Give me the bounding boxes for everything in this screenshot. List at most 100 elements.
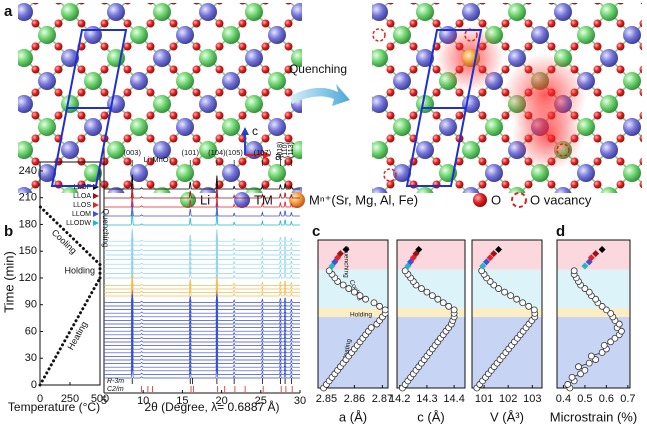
oxygen <box>432 19 441 28</box>
atom <box>372 95 388 113</box>
oxygen <box>502 204 510 212</box>
bond <box>391 208 403 220</box>
data-point <box>345 285 353 292</box>
oxygen <box>548 227 556 235</box>
oxygen <box>409 88 418 97</box>
bond <box>139 208 151 220</box>
atom <box>268 164 286 182</box>
data-point <box>611 334 619 342</box>
bond <box>437 219 449 231</box>
oxygen <box>54 42 63 51</box>
sample-marker <box>93 211 99 217</box>
y-tick-label: 180 <box>19 218 37 230</box>
x-axis-label: V (Å³) <box>490 409 524 424</box>
data-point <box>587 352 595 360</box>
data-point <box>367 324 375 332</box>
x-tick-label: 102 <box>499 393 517 405</box>
legend-label: TM <box>254 192 273 207</box>
peak-label: (113) <box>288 142 295 158</box>
oxygen <box>284 157 293 166</box>
oxygen <box>284 111 293 120</box>
oxygen <box>593 111 602 120</box>
oxygen <box>238 180 247 189</box>
sample-marker <box>93 220 99 226</box>
oxygen <box>192 88 201 97</box>
oxygen <box>364 135 372 143</box>
oxygen <box>101 3 108 5</box>
atom <box>623 118 641 136</box>
x-tick-label: 250 <box>61 393 79 405</box>
bond <box>575 208 587 220</box>
xrd-pattern <box>104 303 300 318</box>
atom <box>38 164 56 182</box>
data-point <box>423 288 431 296</box>
oxygen <box>147 3 154 5</box>
oxygen <box>77 65 86 74</box>
atom <box>577 26 595 44</box>
data-point <box>339 281 347 289</box>
oxygen <box>616 111 625 120</box>
oxygen <box>31 19 40 28</box>
legend-icon <box>180 192 196 208</box>
oxygen <box>594 204 602 212</box>
x-tick-label: 14.4 <box>443 393 464 405</box>
oxygen <box>456 3 463 5</box>
bond <box>36 208 48 220</box>
axis-c-label: c <box>252 124 258 138</box>
atom <box>291 49 302 67</box>
bond <box>1 0 13 1</box>
sample-label: LLOS <box>73 202 91 209</box>
bond <box>425 196 437 208</box>
oxygen <box>261 111 270 120</box>
xrd-pattern <box>104 318 300 332</box>
oxygen <box>239 227 247 235</box>
oxygen <box>215 42 224 51</box>
y-tick-label: 60 <box>25 325 37 337</box>
data-point <box>525 302 533 310</box>
x-tick-label: 20 <box>215 395 227 407</box>
oxygen <box>285 3 292 5</box>
oxygen <box>616 88 625 97</box>
data-point <box>607 310 615 317</box>
xrd-pattern <box>104 293 300 307</box>
oxygen <box>31 111 40 120</box>
xrd-pattern <box>104 365 300 379</box>
oxygen <box>100 42 109 51</box>
xrd-pattern <box>104 260 300 274</box>
bond <box>345 81 357 93</box>
oxygen <box>169 180 178 189</box>
bond <box>644 150 647 162</box>
xrd-pattern <box>104 296 300 310</box>
oxygen <box>387 227 395 235</box>
bond <box>231 208 243 220</box>
bond <box>644 185 647 197</box>
oxygen <box>285 227 293 235</box>
structure-legend: Li TM Mⁿ⁺(Sr, Mg, Al, Fe) O O vacancy <box>180 192 592 208</box>
oxygen <box>100 111 109 120</box>
oxygen <box>192 134 201 143</box>
oxygen <box>308 20 316 28</box>
peak-label: (105) <box>225 148 243 157</box>
xrd-pattern <box>104 347 300 361</box>
peak-label: (110) <box>282 142 289 158</box>
oxygen <box>100 19 109 28</box>
oxygen <box>386 180 395 189</box>
x-tick-label: 0.7 <box>620 393 635 405</box>
oxygen <box>364 181 372 189</box>
oxygen <box>54 88 63 97</box>
oxygen <box>639 65 642 74</box>
oxygen <box>617 3 624 5</box>
oxygen <box>456 204 464 212</box>
oxygen <box>455 111 464 120</box>
oxygen <box>238 19 247 28</box>
xrd-pattern <box>104 174 300 190</box>
peak-label: (101) <box>181 148 199 157</box>
x-tick-label: 0.5 <box>577 393 592 405</box>
bond <box>356 24 368 36</box>
axis-a-head <box>263 151 271 159</box>
atom <box>531 26 549 44</box>
bond <box>460 196 472 208</box>
band-label: Quenching <box>342 246 349 278</box>
xrd-pattern <box>104 283 300 297</box>
atom <box>416 3 434 21</box>
